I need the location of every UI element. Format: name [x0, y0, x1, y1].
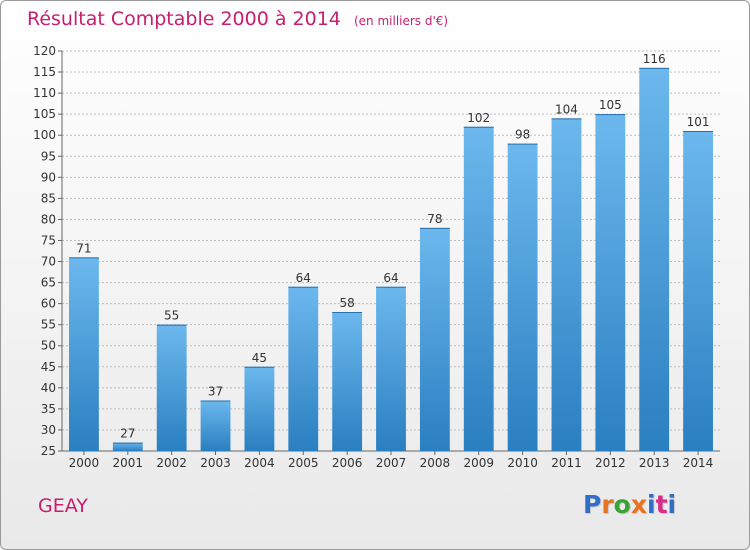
bar — [639, 67, 670, 451]
x-tick-label: 2005 — [288, 456, 319, 470]
y-tick-label: 90 — [41, 170, 56, 184]
y-tick-label: 100 — [33, 128, 56, 142]
logo-letter: P — [583, 490, 602, 519]
y-tick-label: 105 — [33, 107, 56, 121]
x-tick-label: 2009 — [463, 456, 494, 470]
x-tick-label: 2007 — [376, 456, 407, 470]
y-tick-label: 65 — [41, 276, 56, 290]
y-tick-label: 30 — [41, 423, 56, 437]
y-tick-label: 60 — [41, 297, 56, 311]
x-tick-label: 2003 — [200, 456, 231, 470]
commune-name: GEAY — [38, 495, 88, 517]
bar — [507, 143, 538, 451]
logo-letter: o — [613, 490, 631, 519]
bar — [463, 126, 494, 451]
y-tick-label: 85 — [41, 191, 56, 205]
logo-letter: t — [655, 490, 668, 519]
chart-subtitle: (en milliers d'€) — [353, 14, 449, 28]
labels: 25 30 35 40 45 50 55 60 65 70 75 80 85 90 95 100 105 110 1… — [33, 44, 713, 470]
y-tick-label: 40 — [41, 381, 56, 395]
y-tick-label: 120 — [33, 44, 56, 58]
bar-value-label: 98 — [515, 128, 530, 142]
bar — [683, 131, 713, 451]
bar-value-label: 116 — [643, 52, 666, 66]
bar — [112, 442, 143, 451]
bar — [156, 324, 187, 451]
x-tick-label: 2002 — [156, 456, 187, 470]
bar-value-label: 102 — [467, 111, 490, 125]
bar-value-label: 104 — [555, 102, 578, 116]
x-tick-label: 2000 — [69, 456, 100, 470]
x-tick-label: 2001 — [113, 456, 144, 470]
bar — [332, 312, 363, 451]
x-tick-label: 2008 — [420, 456, 451, 470]
x-tick-label: 2011 — [551, 456, 582, 470]
bar-value-label: 27 — [120, 427, 135, 441]
bar — [69, 257, 99, 451]
y-tick-label: 55 — [41, 318, 56, 332]
y-tick-label: 115 — [33, 65, 56, 79]
chart-title: Résultat Comptable 2000 à 2014 — [27, 8, 341, 30]
x-tick-label: 2014 — [683, 456, 714, 470]
x-tick-label: 2010 — [507, 456, 538, 470]
proxiti-logo: Proxiti — [583, 490, 676, 519]
y-tick-label: 25 — [41, 444, 56, 458]
x-tick-label: 2004 — [244, 456, 275, 470]
bar — [595, 114, 626, 451]
bar-value-label: 101 — [687, 115, 710, 129]
y-tick-label: 95 — [41, 149, 56, 163]
bar-value-label: 37 — [208, 384, 223, 398]
chart-header: Résultat Comptable 2000 à 2014 (en milli… — [27, 8, 448, 30]
bar-value-label: 64 — [383, 271, 398, 285]
logo-letter: x — [630, 490, 647, 519]
y-tick-label: 35 — [41, 402, 56, 416]
y-tick-label: 110 — [33, 86, 56, 100]
y-tick-label: 80 — [41, 212, 56, 226]
y-tick-label: 50 — [41, 339, 56, 353]
bars — [69, 67, 713, 452]
bar — [419, 227, 450, 451]
bar-value-label: 64 — [296, 271, 311, 285]
logo-letter: r — [601, 490, 614, 519]
y-tick-label: 45 — [41, 360, 56, 374]
bar-value-label: 55 — [164, 309, 179, 323]
bar — [200, 400, 231, 451]
x-tick-label: 2006 — [332, 456, 363, 470]
bar-value-label: 45 — [252, 351, 267, 365]
bar-value-label: 58 — [339, 296, 354, 310]
bar — [551, 118, 582, 452]
logo-letter: i — [647, 490, 656, 519]
bar — [376, 286, 406, 451]
bar-value-label: 71 — [76, 241, 91, 255]
bar — [244, 366, 275, 451]
y-tick-label: 70 — [41, 255, 56, 269]
x-tick-label: 2013 — [639, 456, 670, 470]
logo-letter: i — [667, 490, 677, 519]
x-tick-label: 2012 — [595, 456, 626, 470]
bar-value-label: 78 — [427, 212, 442, 226]
bar — [288, 286, 319, 451]
y-tick-label: 75 — [41, 233, 56, 247]
bar-value-label: 105 — [599, 98, 622, 112]
